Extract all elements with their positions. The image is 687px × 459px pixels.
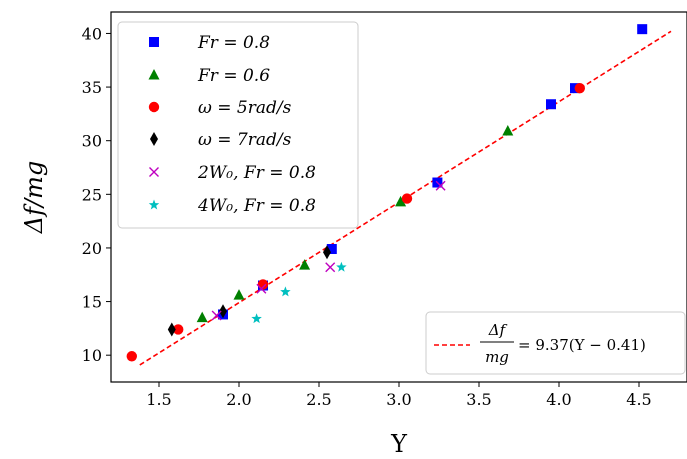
- legend-markers: [148, 37, 160, 210]
- fit-legend-box: [425, 311, 686, 375]
- fit-legend-equation: = 9.37(Υ − 0.41): [518, 336, 646, 354]
- data-point-s3-1: [219, 304, 227, 319]
- legend-entry-fr08: Fr = 0.8: [197, 33, 270, 53]
- data-point-s0-6: [637, 24, 648, 35]
- data-point-s3-0: [167, 322, 176, 337]
- y-axis-ticks: 10 15 20 25 30 35 40: [82, 24, 111, 365]
- data-point-s4-1: [256, 283, 267, 294]
- x-tick-label: 4.5: [626, 390, 651, 409]
- data-point-s4-3: [435, 180, 446, 191]
- y-tick-label: 25: [82, 185, 102, 204]
- data-point-s0-2: [326, 244, 337, 255]
- data-point-s1-3: [395, 195, 407, 207]
- legend-entry-omega7: ω = 7rad/s: [198, 130, 292, 150]
- data-point-s4-2: [325, 262, 336, 273]
- x-tick-label: 3.5: [466, 390, 491, 409]
- fit-legend-numerator: Δf: [488, 321, 508, 339]
- x-tick-label: 3.0: [386, 390, 411, 409]
- legend-entry-omega5: ω = 5rad/s: [198, 98, 292, 118]
- y-axis-label: Δf/mg: [20, 161, 48, 234]
- fit-legend-denominator: mg: [485, 348, 509, 366]
- y-tick-label: 40: [82, 24, 102, 43]
- data-point-s0-4: [546, 99, 556, 110]
- legend: Fr = 0.8 Fr = 0.6 ω = 5rad/s ω = 7rad/s …: [117, 21, 359, 229]
- data-point-s3-2: [323, 245, 331, 260]
- legend-entry-4w0: 4W₀, Fr = 0.8: [197, 196, 316, 216]
- data-point-s4-0: [211, 310, 222, 321]
- y-tick-label: 20: [82, 239, 102, 258]
- legend-entry-fr06: Fr = 0.6: [197, 66, 270, 86]
- y-tick-label: 10: [82, 346, 102, 365]
- x-axis-label: Υ: [390, 430, 408, 458]
- y-tick-label: 15: [82, 293, 102, 312]
- data-points: [126, 24, 648, 362]
- data-point-s2-0: [126, 351, 137, 362]
- legend-marker-2: [148, 101, 160, 113]
- legend-marker-0: [149, 37, 159, 47]
- legend-marker-1: [148, 69, 160, 80]
- data-point-s1-1: [233, 289, 245, 300]
- legend-entry-2w0: 2W₀, Fr = 0.8: [197, 163, 316, 183]
- x-axis-ticks: 1.5 2.0 2.5 3.0 3.5 4.0 4.5: [146, 382, 652, 409]
- data-point-s2-1: [173, 324, 184, 335]
- data-point-s1-0: [196, 311, 208, 323]
- legend-box: [117, 21, 359, 229]
- legend-marker-4: [149, 167, 159, 177]
- data-point-s5-2: [336, 261, 347, 272]
- data-point-s5-0: [251, 313, 262, 324]
- y-tick-label: 30: [82, 132, 102, 151]
- legend-marker-3: [150, 132, 158, 146]
- x-tick-label: 2.0: [226, 390, 251, 409]
- x-tick-label: 2.5: [306, 390, 331, 409]
- x-tick-label: 4.0: [546, 390, 571, 409]
- fit-legend: Δf mg = 9.37(Υ − 0.41): [425, 311, 686, 375]
- x-tick-label: 1.5: [146, 390, 171, 409]
- y-tick-label: 35: [82, 78, 102, 97]
- data-point-s1-2: [299, 259, 311, 270]
- data-point-s2-3: [401, 193, 413, 204]
- legend-marker-5: [148, 199, 160, 210]
- data-point-s1-4: [502, 125, 514, 136]
- data-point-s2-4: [574, 82, 585, 94]
- data-point-s5-1: [280, 286, 291, 297]
- plot-area: 1.5 2.0 2.5 3.0 3.5 4.0 4.5 10 15 20 25 30 35 40: [82, 11, 687, 409]
